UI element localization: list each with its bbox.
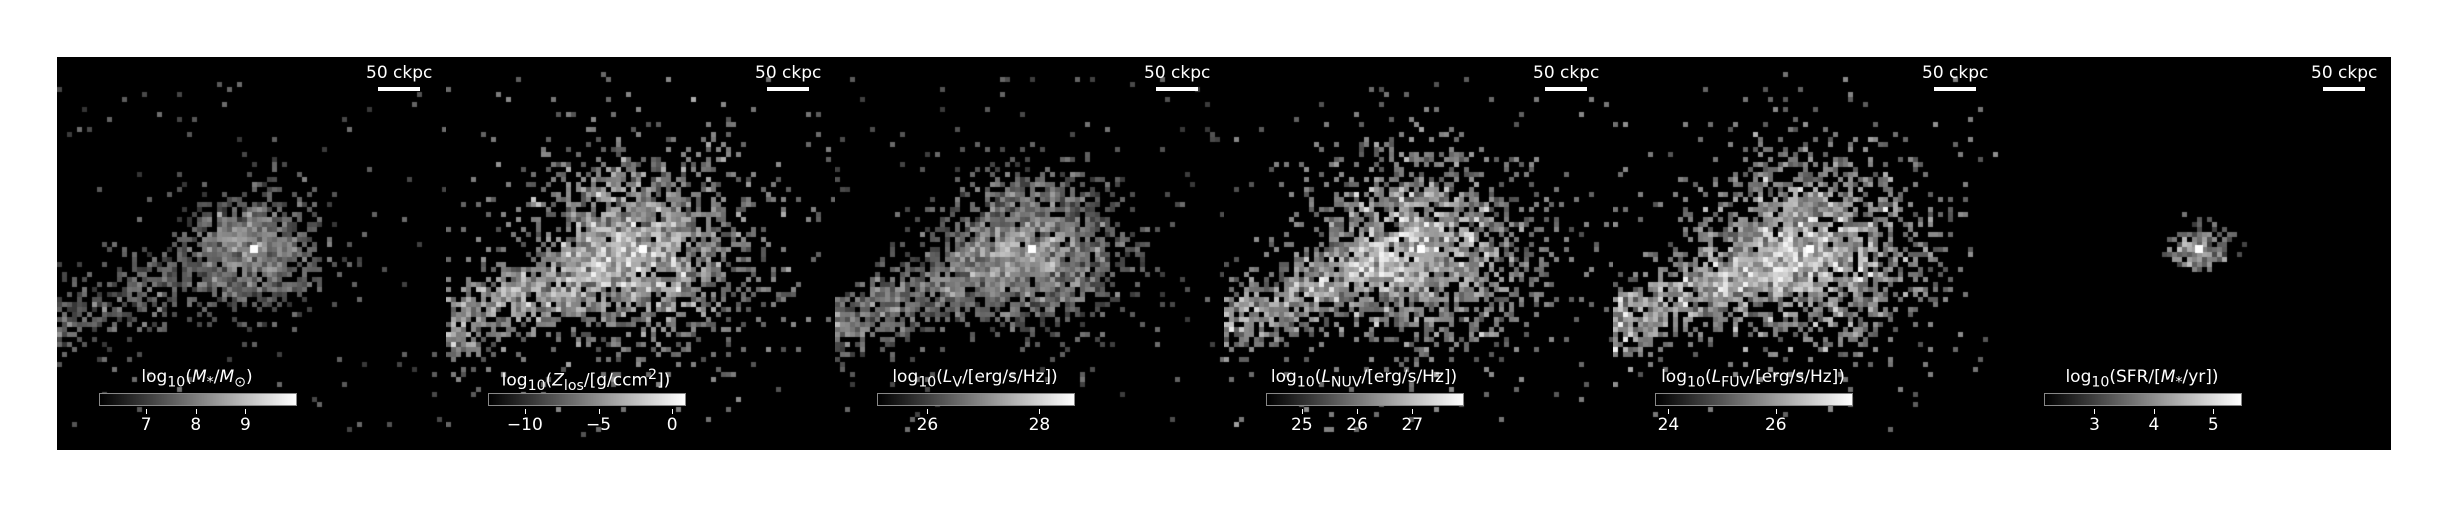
- colorbar: [1266, 393, 1464, 406]
- colorbar-tick-label: 5: [2207, 415, 2219, 435]
- colorbar-tick-label: 26: [1764, 415, 1787, 435]
- colorbar-tick-label: 0: [666, 415, 678, 435]
- map-panel-4: 50 ckpc log10(LNUV/[erg/s/Hz]) 25 26 27: [1224, 57, 1613, 450]
- map-panel-6: 50 ckpc log10(SFR/[M*/yr]) 3 4 5: [2002, 57, 2391, 450]
- colorbar-tick-label: 3: [2089, 415, 2100, 435]
- scale-bar-label: 50 ckpc: [1144, 63, 1211, 83]
- image-strip: 50 ckpc log10(M*/M⊙) 7 8 9 50 ckpc log10(Zlos/…: [57, 57, 2391, 450]
- scale-bar-label: 50 ckpc: [755, 63, 822, 83]
- map-panel-3: 50 ckpc log10(LV/[erg/s/Hz]) 26 28: [835, 57, 1224, 450]
- colorbar-tick-label: 26: [1346, 415, 1368, 435]
- intensity-map: [835, 57, 1224, 450]
- colorbar-tick: [195, 409, 197, 414]
- colorbar-label: log10(M*/M⊙): [141, 367, 253, 391]
- colorbar-tick-label: 25: [1291, 415, 1313, 435]
- scale-bar-label: 50 ckpc: [2311, 63, 2378, 83]
- colorbar-tick: [1668, 409, 1670, 414]
- map-panel-5: 50 ckpc log10(LFUV/[erg/s/Hz]) 24 26: [1613, 57, 2002, 450]
- colorbar: [2044, 393, 2242, 406]
- colorbar-label: log10(LV/[erg/s/Hz]): [892, 367, 1058, 391]
- colorbar-tick-label: −5: [585, 415, 612, 435]
- scale-bar: [378, 87, 420, 91]
- colorbar: [488, 393, 686, 406]
- colorbar-tick: [1301, 409, 1303, 414]
- map-panel-2: 50 ckpc log10(Zlos/[g/ccm2]) −10 −5 0: [446, 57, 835, 450]
- colorbar-tick-label: 7: [140, 415, 152, 435]
- colorbar: [99, 393, 297, 406]
- colorbar-tick-label: 24: [1657, 415, 1680, 435]
- colorbar-tick-label: 9: [239, 415, 251, 435]
- scale-bar: [767, 87, 809, 91]
- scale-bar-label: 50 ckpc: [1922, 63, 1989, 83]
- colorbar-tick-label: 27: [1401, 415, 1424, 435]
- colorbar-tick: [146, 409, 148, 414]
- intensity-map: [2002, 57, 2391, 450]
- colorbar-tick: [524, 409, 526, 414]
- colorbar-label: log10(Zlos/[g/ccm2]): [501, 367, 671, 395]
- colorbar: [877, 393, 1075, 406]
- colorbar-tick-label: 28: [1028, 415, 1051, 435]
- map-panel-1: 50 ckpc log10(M*/M⊙) 7 8 9: [57, 57, 446, 450]
- colorbar-tick-label: 8: [190, 415, 202, 435]
- scale-bar: [1934, 87, 1976, 91]
- scale-bar-label: 50 ckpc: [366, 63, 433, 83]
- colorbar-tick: [927, 409, 929, 414]
- scale-bar: [2323, 87, 2365, 91]
- colorbar-tick: [672, 409, 674, 414]
- scale-bar-label: 50 ckpc: [1533, 63, 1600, 83]
- colorbar-tick: [1039, 409, 1041, 414]
- colorbar-tick: [1357, 409, 1359, 414]
- colorbar-tick: [1412, 409, 1414, 414]
- colorbar-tick: [2213, 409, 2215, 414]
- colorbar-label: log10(LNUV/[erg/s/Hz]): [1270, 367, 1458, 391]
- colorbar-tick: [1775, 409, 1777, 414]
- colorbar-label: log10(SFR/[M*/yr]): [2065, 367, 2219, 391]
- intensity-map: [57, 57, 446, 450]
- colorbar-tick: [245, 409, 247, 414]
- colorbar-tick: [2094, 409, 2096, 414]
- intensity-map: [1224, 57, 1613, 450]
- colorbar-tick-label: −10: [506, 415, 543, 435]
- colorbar: [1655, 393, 1853, 406]
- colorbar-tick: [598, 409, 600, 414]
- colorbar-tick: [2153, 409, 2155, 414]
- colorbar-label: log10(LFUV/[erg/s/Hz]): [1661, 367, 1845, 391]
- intensity-map: [1613, 57, 2002, 450]
- colorbar-tick-label: 4: [2148, 415, 2160, 435]
- scale-bar: [1156, 87, 1198, 91]
- intensity-map: [446, 57, 835, 450]
- colorbar-tick-label: 26: [916, 415, 939, 435]
- scale-bar: [1545, 87, 1587, 91]
